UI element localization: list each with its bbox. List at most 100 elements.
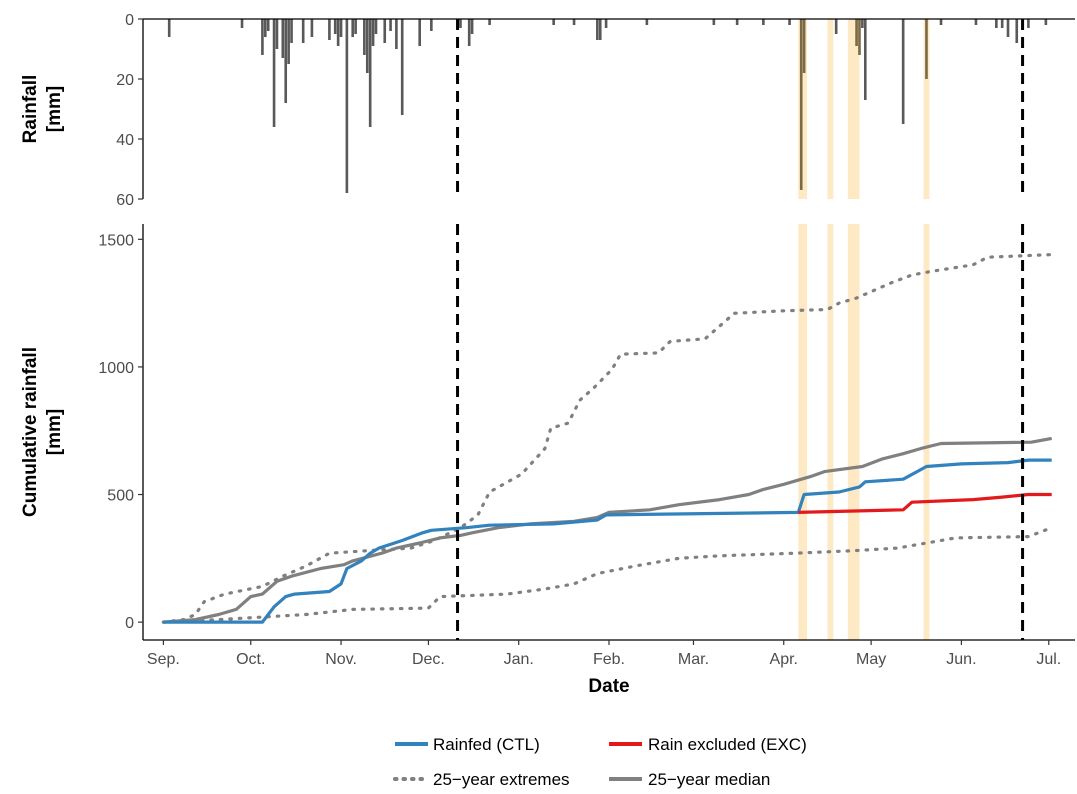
rainfall-bar [604,19,608,28]
series-line-rain-excluded-exc--4 [798,492,1052,514]
bottom-y-ticks: 0 500 1000 1500 [98,232,143,632]
bottom-ytick-label: 0 [125,615,134,632]
series-line-rainfed-ctl--3 [163,458,1052,624]
exclusion-period-top-1 [827,19,834,199]
xtick-label: Apr. [770,651,798,668]
rainfall-bar [418,19,421,46]
series-line-25-year-extremes-1 [161,526,1054,624]
bottom-ytick-label: 500 [107,488,134,505]
rainfall-bar [802,19,806,73]
rainfall-bar [459,19,462,28]
rainfall-bar [301,19,305,43]
rainfall-bar [290,19,293,43]
rainfall-bar [264,19,267,37]
rainfall-bar [281,19,285,58]
rainfall-bar [287,19,290,64]
bottom-ytick-label: 1500 [98,232,134,249]
top-ylabel-line2: [mm] [44,86,65,132]
rainfall-bar [995,19,998,28]
rainfall-bar [339,19,343,37]
rainfall-bar [863,19,867,100]
exclusion-period-bottom-1 [827,224,834,640]
rainfall-bar [354,19,357,34]
rainfall-bar [336,19,340,46]
xtick-label: Feb. [593,651,625,668]
top-ytick-label: 60 [116,192,134,209]
xtick-label: Sep. [147,651,180,668]
xtick-label: May [856,651,886,668]
rainfall-bar [1000,19,1004,28]
xtick-label: Jan. [504,651,534,668]
rainfall-bar [799,19,803,190]
rainfall-bar [365,19,369,73]
rainfall-bar [858,19,861,55]
xtick-label: Dec. [412,651,445,668]
exclusion-period-top-0 [798,19,808,199]
xtick-label: Jun. [946,651,976,668]
legend-label-ctl: Rainfed (CTL) [433,735,540,754]
exclusion-period-top-3 [923,19,930,199]
series-line-25-year-extremes-0 [161,253,1054,624]
rainfall-bar [735,19,739,25]
rainfall-bar [395,19,398,49]
rainfall-bar [383,19,387,43]
legend: Rainfed (CTL) Rain excluded (EXC) 25−yea… [393,735,807,789]
top-reference-lines [456,19,1025,199]
rainfall-bar [901,19,905,124]
rainfall-bar [596,19,599,40]
bottom-ylabel-line1: Cumulative rainfall [20,347,41,517]
rainfall-bar [488,19,491,25]
top-ytick-label: 0 [125,12,134,29]
rainfall-bar [266,19,270,31]
top-panel: 0 20 40 60 Rainfall [mm] [20,12,1075,209]
rainfall-bar [598,19,602,40]
rainfall-bar [552,19,555,25]
bottom-ylabel-line2: [mm] [44,409,65,455]
rainfall-bar [430,19,433,31]
rainfall-bar [310,19,314,37]
rainfall-bar [712,19,716,25]
legend-label-extremes: 25−year extremes [433,770,570,789]
rainfall-bar [1044,19,1048,25]
rainfall-bar [1006,19,1010,37]
bottom-ytick-label: 1000 [98,360,134,377]
bottom-panel: 0 500 1000 1500 Sep. Oct. Nov. Dec. Jan. Feb. Mar… [20,224,1075,697]
rainfall-bar [261,19,264,55]
bottom-x-ticks: Sep. Oct. Nov. Dec. Jan. Feb. Mar. Apr. May Jun. J… [147,640,1061,668]
rainfall-bar [284,19,288,103]
rainfall-bar [1027,19,1030,28]
rainfall-bar [345,19,349,193]
rainfall-bar [363,19,366,55]
cumulative-series [161,253,1054,624]
rainfall-bar [389,19,392,31]
rainfall-bar [645,19,649,25]
rainfall-bar [400,19,404,115]
legend-label-exc: Rain excluded (EXC) [648,735,807,754]
top-ytick-label: 40 [116,132,134,149]
top-exclusion-shading [798,19,930,199]
rainfall-bar [861,19,864,28]
x-axis-title: Date [588,676,629,697]
rainfall-bar [240,19,244,28]
rainfall-bar [925,19,928,79]
top-ytick-label: 20 [116,72,134,89]
xtick-label: Mar. [678,651,709,668]
rainfall-bar [572,19,576,25]
rainfall-bar [467,19,471,46]
exclusion-period-bottom-2 [847,224,860,640]
xtick-label: Nov. [325,651,357,668]
rainfall-bar [351,19,355,37]
rainfall-bar [167,19,171,37]
rainfall-bar [855,19,858,46]
top-ylabel-line1: Rainfall [20,75,41,144]
rainfall-bars [167,19,1048,193]
rainfall-bar [374,19,378,34]
rainfall-bar [328,19,331,40]
rainfall-bar [834,19,838,34]
rainfall-bar [788,19,791,25]
exclusion-period-bottom-3 [923,224,930,640]
bottom-exclusion-shading [798,224,930,640]
xtick-label: Oct. [236,651,265,668]
rainfall-bar [275,19,279,49]
